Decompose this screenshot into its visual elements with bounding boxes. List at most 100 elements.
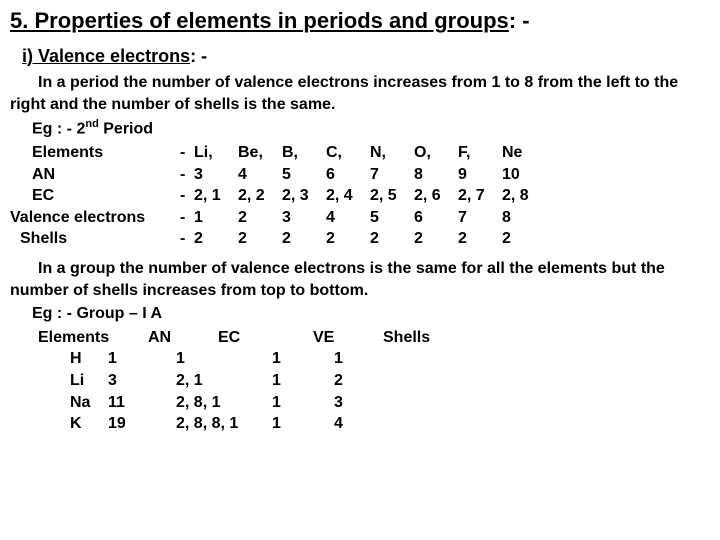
period-table-cell: 1	[194, 207, 238, 229]
period-table-cell: 2, 2	[238, 185, 282, 207]
group-table-cell: 1	[168, 348, 270, 370]
group-table-row: Li32, 112	[10, 370, 710, 392]
period-table-cell: 5	[282, 164, 326, 186]
period-table-cell: 2, 4	[326, 185, 370, 207]
group-table-header-cell: EC	[218, 327, 313, 349]
period-table-cell: 2	[502, 228, 546, 250]
group-table-row: K192, 8, 8, 114	[10, 413, 710, 435]
period-table-cell: C,	[326, 142, 370, 164]
group-table-cell: 2, 8, 1	[168, 392, 270, 414]
period-table-cell: 4	[238, 164, 282, 186]
period-table-cell: 5	[370, 207, 414, 229]
period-table-cell: 8	[502, 207, 546, 229]
group-table-cell: 1	[270, 413, 318, 435]
period-table-cell: N,	[370, 142, 414, 164]
period-table-cell: 2, 5	[370, 185, 414, 207]
group-table-cell: 1	[98, 348, 168, 370]
group-table-row: H1111	[10, 348, 710, 370]
period-table-dash: -	[180, 228, 194, 250]
group-table-header-cell: VE	[313, 327, 383, 349]
group-table-row: Na112, 8, 113	[10, 392, 710, 414]
subsection-heading: i) Valence electrons : -	[22, 44, 710, 68]
period-table-cell: 2	[370, 228, 414, 250]
group-table-cell: 4	[318, 413, 378, 435]
period-table-cell: 9	[458, 164, 502, 186]
group-table: ElementsANECVEShells H1111Li32, 112Na112…	[10, 327, 710, 435]
group-paragraph: In a group the number of valence electro…	[10, 258, 710, 301]
group-table-cell: H	[10, 348, 98, 370]
period-table-cell: 2	[414, 228, 458, 250]
sub-prefix: i)	[22, 46, 38, 66]
group-table-cell: Li	[10, 370, 98, 392]
heading-prefix: 5.	[10, 8, 34, 33]
group-table-cell: 2, 8, 8, 1	[168, 413, 270, 435]
group-table-cell: 1	[318, 348, 378, 370]
group-table-cell: 2	[318, 370, 378, 392]
period-table-cell: 2	[458, 228, 502, 250]
period-table-label: EC	[10, 185, 180, 207]
group-table-header-cell: AN	[148, 327, 218, 349]
period-table-cell: B,	[282, 142, 326, 164]
period-table: Elements-Li,Be,B,C,N,O,F,NeAN-345678910E…	[10, 142, 710, 250]
period-table-row: AN-345678910	[10, 164, 710, 186]
period-table-cell: 2	[326, 228, 370, 250]
period-table-cell: Ne	[502, 142, 546, 164]
group-table-cell: Na	[10, 392, 98, 414]
period-table-cell: 10	[502, 164, 546, 186]
group-table-cell: 2, 1	[168, 370, 270, 392]
period-table-dash: -	[180, 207, 194, 229]
period-table-cell: 3	[282, 207, 326, 229]
period-table-label: Elements	[10, 142, 180, 164]
period-table-cell: 2	[282, 228, 326, 250]
period-table-dash: -	[180, 164, 194, 186]
period-table-dash: -	[180, 185, 194, 207]
period-table-cell: 4	[326, 207, 370, 229]
period-table-cell: 8	[414, 164, 458, 186]
period-table-cell: Be,	[238, 142, 282, 164]
period-table-cell: 3	[194, 164, 238, 186]
period-table-row: EC-2, 12, 22, 32, 42, 52, 62, 72, 8	[10, 185, 710, 207]
period-table-cell: 2, 3	[282, 185, 326, 207]
period-paragraph: In a period the number of valence electr…	[10, 72, 710, 115]
period-table-cell: 7	[370, 164, 414, 186]
period-example-label: Eg : - 2nd Period	[32, 117, 710, 140]
period-table-cell: 6	[326, 164, 370, 186]
period-table-label: Valence electrons	[10, 207, 180, 229]
period-table-cell: 2, 6	[414, 185, 458, 207]
period-eg-superscript: nd	[85, 118, 98, 130]
group-example-label: Eg : - Group – I A	[32, 303, 710, 325]
period-table-label: Shells	[10, 228, 180, 250]
sub-suffix: : -	[190, 44, 207, 68]
period-table-cell: 2, 8	[502, 185, 546, 207]
group-table-cell: 1	[270, 348, 318, 370]
period-table-cell: F,	[458, 142, 502, 164]
period-table-cell: Li,	[194, 142, 238, 164]
period-table-cell: 2	[238, 228, 282, 250]
group-table-header-cell: Elements	[38, 327, 148, 349]
group-table-cell: 11	[98, 392, 168, 414]
sub-title: Valence electrons	[38, 46, 190, 66]
group-table-header-cell: Shells	[383, 327, 463, 349]
group-table-cell: 1	[270, 392, 318, 414]
period-eg-prefix: Eg : - 2	[32, 121, 85, 138]
period-table-row: Shells-22222222	[10, 228, 710, 250]
period-eg-suffix: Period	[99, 121, 153, 138]
period-table-row: Valence electrons-12345678	[10, 207, 710, 229]
group-table-cell: 3	[98, 370, 168, 392]
heading-suffix: : -	[509, 6, 530, 36]
period-table-cell: 2	[238, 207, 282, 229]
group-table-cell: K	[10, 413, 98, 435]
period-table-label: AN	[10, 164, 180, 186]
section-heading: 5. Properties of elements in periods and…	[10, 6, 710, 36]
period-table-dash: -	[180, 142, 194, 164]
group-table-cell: 3	[318, 392, 378, 414]
period-table-cell: O,	[414, 142, 458, 164]
group-table-cell: 19	[98, 413, 168, 435]
period-table-cell: 6	[414, 207, 458, 229]
group-table-body: H1111Li32, 112Na112, 8, 113K192, 8, 8, 1…	[10, 348, 710, 434]
period-table-cell: 2, 7	[458, 185, 502, 207]
period-table-cell: 2, 1	[194, 185, 238, 207]
period-table-cell: 2	[194, 228, 238, 250]
group-table-cell: 1	[270, 370, 318, 392]
period-table-row: Elements-Li,Be,B,C,N,O,F,Ne	[10, 142, 710, 164]
